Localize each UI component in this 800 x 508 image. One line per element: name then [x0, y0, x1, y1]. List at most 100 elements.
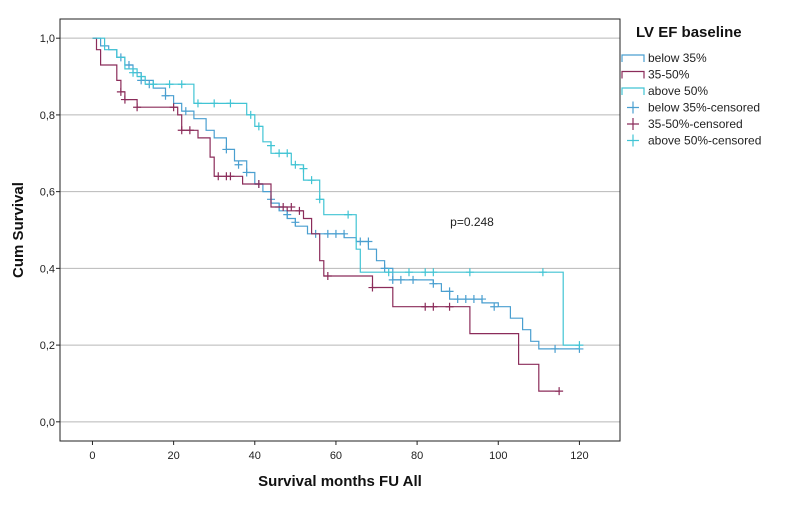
plot-frame — [59, 18, 621, 442]
legend-swatch — [621, 70, 645, 79]
series-layer — [92, 37, 584, 396]
legend-label: below 35%-censored — [648, 101, 760, 115]
censor-mark — [283, 210, 292, 219]
censor-mark — [210, 99, 219, 108]
censor-mark — [295, 206, 304, 215]
censor-mark — [404, 268, 413, 277]
series-1 — [92, 37, 564, 396]
series-0 — [92, 37, 584, 353]
censor-mark — [214, 172, 223, 181]
x-tick-label: 60 — [330, 450, 342, 462]
censor-mark — [299, 164, 308, 173]
survival-curve-2 — [92, 37, 580, 346]
censor-mark — [267, 141, 276, 150]
censor-mark — [181, 107, 190, 116]
legend-item-2: above 50% — [621, 84, 708, 98]
censor-mark — [575, 341, 584, 350]
legend-item-5: above 50%-censored — [627, 134, 761, 148]
censor-mark — [429, 279, 438, 288]
censor-mark — [356, 237, 365, 246]
censor-mark — [137, 72, 146, 81]
censor-mark — [226, 99, 235, 108]
legend-label: 35-50% — [648, 68, 690, 82]
censor-mark — [177, 126, 186, 135]
censor-mark — [384, 268, 393, 277]
censor-mark — [478, 295, 487, 304]
censor-mark — [226, 172, 235, 181]
censor-mark — [234, 160, 243, 169]
censor-mark — [380, 264, 389, 273]
censor-mark — [283, 149, 292, 158]
censor-mark — [445, 302, 454, 311]
censor-mark — [242, 168, 251, 177]
censor-mark — [368, 283, 377, 292]
p-value-annotation: p=0.248 — [450, 215, 494, 229]
x-tick-label: 120 — [570, 450, 588, 462]
censor-mark — [429, 268, 438, 277]
censor-mark — [185, 126, 194, 135]
censor-mark — [490, 302, 499, 311]
censor-mark — [315, 195, 324, 204]
censor-mark — [344, 210, 353, 219]
censor-mark — [133, 103, 142, 112]
censor-mark — [149, 80, 158, 89]
censor-mark — [538, 268, 547, 277]
censor-mark — [254, 122, 263, 131]
censor-mark — [340, 229, 349, 238]
legend-item-1: 35-50% — [621, 68, 690, 82]
series-2 — [92, 37, 584, 350]
censor-mark — [287, 202, 296, 211]
x-tick-label: 100 — [489, 450, 507, 462]
censor-mark — [445, 287, 454, 296]
legend-label: above 50% — [648, 84, 708, 98]
censor-mark — [465, 268, 474, 277]
censor-mark — [129, 68, 138, 77]
censor-mark — [323, 272, 332, 281]
legend: LV EF baseline below 35% 35-50% above 50% b… — [621, 24, 761, 148]
censor-mark — [364, 237, 373, 246]
censor-mark — [307, 176, 316, 185]
censor-mark — [291, 160, 300, 169]
x-tick-label: 80 — [411, 450, 423, 462]
censor-mark — [551, 344, 560, 353]
censor-mark — [421, 268, 430, 277]
legend-swatch — [627, 101, 639, 114]
legend-swatch — [627, 118, 639, 130]
legend-swatch — [627, 134, 639, 147]
legend-title: LV EF baseline — [636, 24, 742, 41]
censor-mark — [388, 275, 397, 284]
censor-mark — [323, 229, 332, 238]
censor-mark — [193, 99, 202, 108]
grid-lines — [60, 37, 620, 423]
censor-mark — [161, 91, 170, 100]
censor-mark — [275, 149, 284, 158]
censor-mark — [254, 179, 263, 188]
censor-mark — [421, 302, 430, 311]
y-tick-label: 0,0 — [40, 417, 55, 429]
censor-mark — [331, 229, 340, 238]
legend-label: below 35% — [648, 51, 707, 65]
x-tick-label: 0 — [89, 450, 95, 462]
y-tick-label: 1,0 — [40, 33, 55, 45]
legend-swatch — [621, 54, 645, 62]
censor-mark — [429, 302, 438, 311]
censor-mark — [279, 202, 288, 211]
y-tick-label: 0,4 — [40, 263, 55, 275]
censor-mark — [124, 61, 133, 70]
censor-mark — [396, 275, 405, 284]
censor-mark — [461, 295, 470, 304]
legend-item-3: below 35%-censored — [627, 101, 760, 115]
axis-ticks: 0,0 0,2 0,4 0,6 0,8 1,0 0 20 40 60 80 100 120 — [40, 33, 589, 462]
censor-mark — [469, 295, 478, 304]
censor-mark — [246, 110, 255, 119]
y-axis-label: Cum Survival — [10, 182, 27, 278]
y-tick-label: 0,8 — [40, 110, 55, 122]
censor-mark — [177, 80, 186, 89]
legend-swatch — [621, 87, 645, 95]
censor-mark — [453, 295, 462, 304]
x-tick-label: 40 — [249, 450, 261, 462]
legend-label: above 50%-censored — [648, 134, 761, 148]
x-tick-label: 20 — [167, 450, 179, 462]
